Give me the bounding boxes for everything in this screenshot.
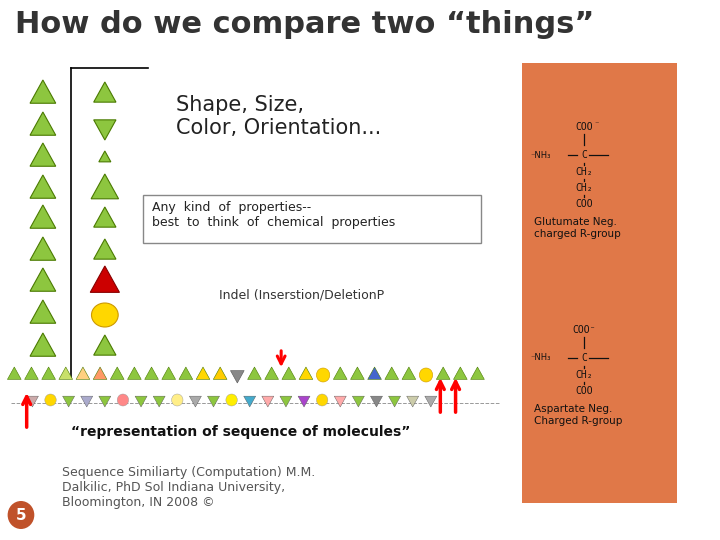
Text: COO: COO <box>575 386 593 396</box>
Ellipse shape <box>91 303 118 327</box>
Text: Any  kind  of  properties--
best  to  think  of  chemical  properties: Any kind of properties-- best to think o… <box>153 201 396 229</box>
Polygon shape <box>243 396 256 407</box>
Polygon shape <box>135 396 147 407</box>
Polygon shape <box>436 367 450 380</box>
Polygon shape <box>298 396 310 407</box>
Text: How do we compare two “things”: How do we compare two “things” <box>15 10 595 39</box>
Polygon shape <box>30 175 55 198</box>
Polygon shape <box>385 367 399 380</box>
Circle shape <box>316 368 330 382</box>
Polygon shape <box>99 396 111 407</box>
Polygon shape <box>94 335 116 355</box>
Polygon shape <box>407 396 419 407</box>
Text: “representation of sequence of molecules”: “representation of sequence of molecules… <box>71 425 411 439</box>
Polygon shape <box>248 367 261 380</box>
Polygon shape <box>63 396 75 407</box>
FancyBboxPatch shape <box>143 195 481 243</box>
Circle shape <box>171 394 183 406</box>
Polygon shape <box>351 367 364 380</box>
Polygon shape <box>94 239 116 259</box>
Text: Shape, Size,
Color, Orientation...: Shape, Size, Color, Orientation... <box>176 95 382 138</box>
Polygon shape <box>352 396 364 407</box>
Text: CH₂: CH₂ <box>575 183 593 193</box>
Text: 5: 5 <box>16 508 27 523</box>
Text: ⁻: ⁻ <box>595 119 599 129</box>
Polygon shape <box>27 396 38 407</box>
Polygon shape <box>282 367 296 380</box>
Polygon shape <box>196 367 210 380</box>
Polygon shape <box>265 367 279 380</box>
Polygon shape <box>207 396 220 407</box>
Polygon shape <box>389 396 400 407</box>
Polygon shape <box>334 396 346 407</box>
Polygon shape <box>30 112 55 135</box>
Polygon shape <box>42 367 55 380</box>
Polygon shape <box>368 367 382 380</box>
Polygon shape <box>59 367 73 380</box>
Polygon shape <box>371 396 382 407</box>
Polygon shape <box>402 367 415 380</box>
Text: COO⁻: COO⁻ <box>572 325 596 335</box>
Text: ⁻NH₃: ⁻NH₃ <box>531 151 551 159</box>
Text: CH₂: CH₂ <box>575 370 593 380</box>
Polygon shape <box>76 367 90 380</box>
Polygon shape <box>189 396 202 407</box>
Polygon shape <box>30 143 55 166</box>
Polygon shape <box>30 80 55 103</box>
Text: CH₂: CH₂ <box>575 167 593 177</box>
Polygon shape <box>425 396 437 407</box>
Polygon shape <box>30 333 55 356</box>
Polygon shape <box>94 207 116 227</box>
Polygon shape <box>127 367 141 380</box>
Circle shape <box>419 368 433 382</box>
Polygon shape <box>230 370 244 383</box>
Text: Biochemcal Example: Biochemcal Example <box>508 211 521 355</box>
Circle shape <box>316 394 328 406</box>
Polygon shape <box>454 367 467 380</box>
Polygon shape <box>93 367 107 380</box>
Circle shape <box>8 501 35 529</box>
Polygon shape <box>213 367 227 380</box>
Polygon shape <box>91 174 119 199</box>
FancyBboxPatch shape <box>522 63 677 503</box>
Polygon shape <box>333 367 347 380</box>
Text: COO: COO <box>575 122 593 132</box>
Polygon shape <box>30 237 55 260</box>
Polygon shape <box>99 151 111 162</box>
Polygon shape <box>471 367 485 380</box>
Polygon shape <box>90 266 120 292</box>
Text: C: C <box>581 150 588 160</box>
Polygon shape <box>179 367 193 380</box>
Text: Glutumate Neg.
charged R-group: Glutumate Neg. charged R-group <box>534 217 621 239</box>
Text: Aspartate Neg.
Charged R-group: Aspartate Neg. Charged R-group <box>534 404 622 426</box>
Text: C: C <box>581 353 588 363</box>
FancyBboxPatch shape <box>0 0 688 540</box>
Circle shape <box>226 394 238 406</box>
Polygon shape <box>145 367 158 380</box>
Text: Sequence Similiarty (Computation) M.M.
Dalkilic, PhD Sol Indiana University,
Blo: Sequence Similiarty (Computation) M.M. D… <box>62 466 315 509</box>
Circle shape <box>117 394 129 406</box>
Polygon shape <box>7 367 21 380</box>
Polygon shape <box>94 120 116 140</box>
Polygon shape <box>262 396 274 407</box>
Polygon shape <box>153 396 165 407</box>
Polygon shape <box>299 367 312 380</box>
Polygon shape <box>30 300 55 323</box>
Polygon shape <box>30 268 55 291</box>
Polygon shape <box>30 205 55 228</box>
Text: ⁻NH₃: ⁻NH₃ <box>531 354 551 362</box>
Circle shape <box>45 394 56 406</box>
Polygon shape <box>162 367 176 380</box>
Polygon shape <box>94 82 116 102</box>
Polygon shape <box>110 367 124 380</box>
Text: Indel (Inserstion/DeletionP: Indel (Inserstion/DeletionP <box>219 288 384 301</box>
Polygon shape <box>81 396 93 407</box>
Polygon shape <box>24 367 38 380</box>
Text: COO: COO <box>575 199 593 209</box>
Polygon shape <box>280 396 292 407</box>
